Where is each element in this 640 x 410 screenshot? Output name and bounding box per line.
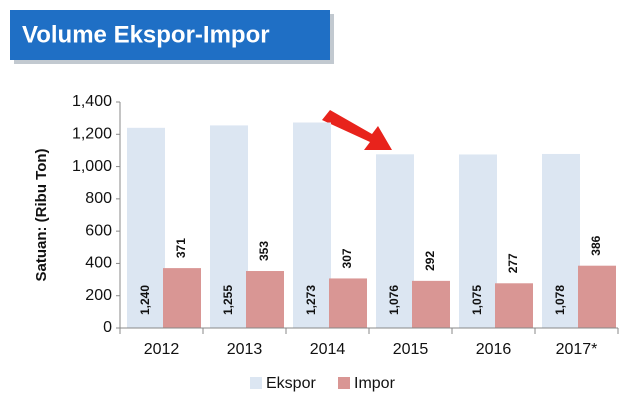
value-label: 353 [257,241,271,261]
y-tick-label: 1,000 [72,158,112,175]
bar [127,127,165,328]
legend-label: Ekspor [266,375,316,392]
value-label: 1,273 [304,285,318,315]
y-tick-label: 800 [85,190,112,207]
legend-label: Impor [354,375,396,392]
value-label: 371 [174,238,188,258]
x-tick-label: 2013 [227,341,263,358]
bar [459,154,497,328]
bar [542,153,580,328]
bar [293,122,331,328]
value-label: 1,075 [470,285,484,315]
bar [210,125,248,329]
bar [329,278,367,328]
value-label: 307 [340,248,354,268]
x-tick-label: 2012 [144,341,180,358]
value-label: 1,255 [221,285,235,315]
y-tick-label: 600 [85,222,112,239]
value-label: 277 [506,253,520,273]
x-tick-label: 2014 [310,341,346,358]
bar [412,280,450,328]
y-tick-label: 1,400 [72,93,112,110]
annotation-arrow [322,110,392,150]
x-tick-label: 2015 [393,341,429,358]
value-label: 1,078 [553,285,567,315]
legend-swatch [338,377,350,389]
title-box [10,10,330,60]
x-tick-label: 2017* [556,341,598,358]
bar [246,271,284,328]
value-label: 386 [589,235,603,255]
x-tick-label: 2016 [476,341,512,358]
value-label: 1,076 [387,285,401,315]
y-tick-label: 0 [103,319,112,336]
y-axis-label: Satuan: (Ribu Ton) [33,148,50,281]
value-label: 292 [423,251,437,271]
bar [163,268,201,328]
legend-swatch [250,377,262,389]
bar [376,154,414,328]
y-tick-label: 1,200 [72,126,112,143]
bar [495,283,533,328]
y-tick-label: 200 [85,287,112,304]
bar [578,265,616,328]
value-label: 1,240 [138,285,152,315]
chart-title: Volume Ekspor-Impor [22,21,270,48]
y-tick-label: 400 [85,255,112,272]
